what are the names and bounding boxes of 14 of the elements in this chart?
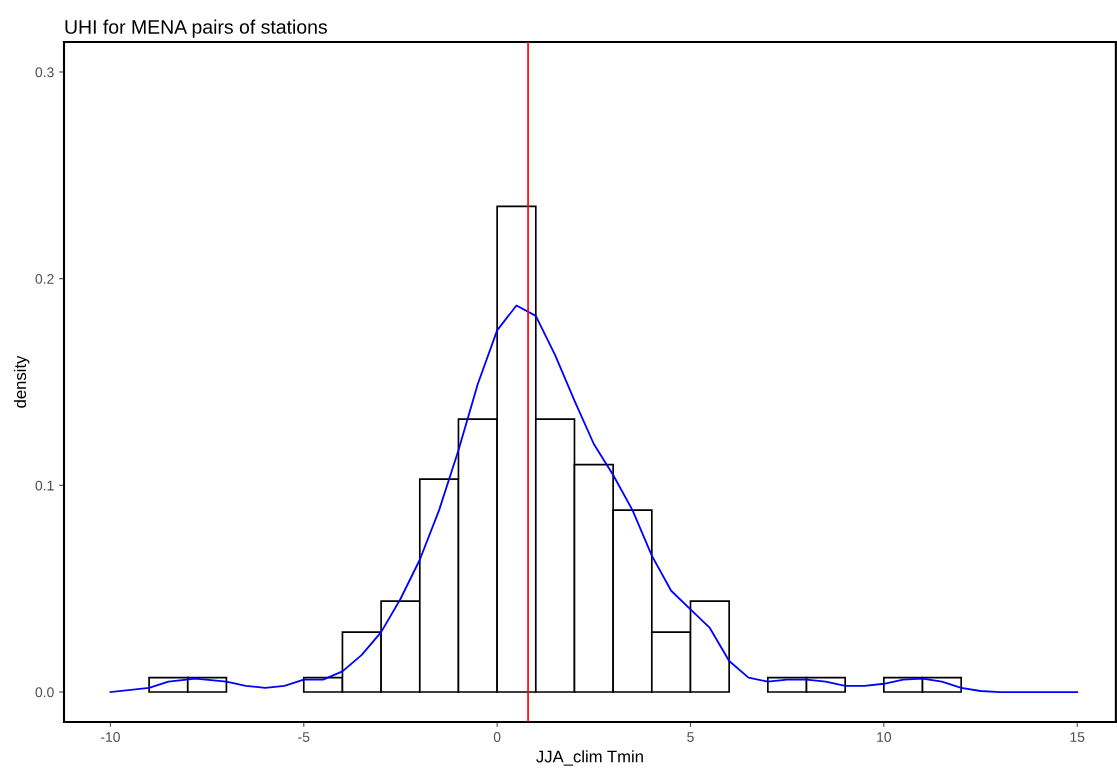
x-tick-label: -10 (100, 732, 120, 742)
line-series (109, 304, 1079, 693)
x-tick-label: 5 (687, 732, 694, 742)
x-tick-label: -5 (298, 732, 310, 742)
y-axis-title: density (13, 355, 30, 408)
y-tick-label: 0.2 (35, 273, 54, 284)
x-axis-title: JJA_clim Tmin (536, 750, 643, 766)
x-tick-label: 0 (493, 732, 501, 742)
x-tick-label: 15 (1070, 732, 1085, 742)
x-tick-label: 10 (877, 732, 892, 742)
y-tick-label: 0.0 (35, 687, 54, 698)
y-tick-label: 0.1 (35, 480, 54, 491)
y-tick-label: 0.3 (35, 67, 54, 78)
chart-title: UHI for MENA pairs of stations (65, 19, 327, 38)
